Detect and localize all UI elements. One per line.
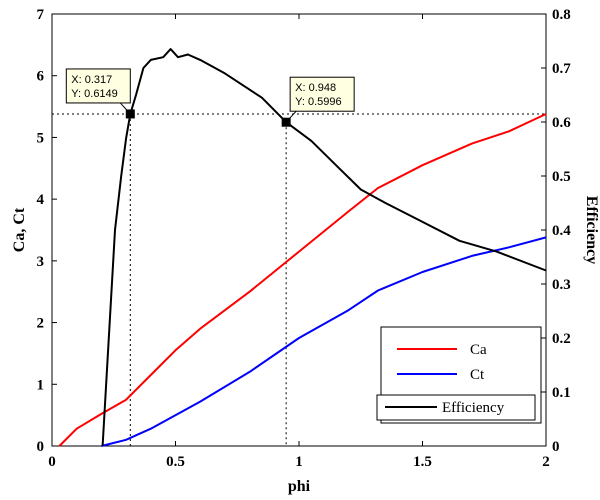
y-right-tick-label-8: 0.8: [552, 7, 571, 23]
legend-label-efficiency: Efficiency: [442, 400, 505, 416]
datatip-0: X: 0.317 Y: 0.6149: [65, 68, 135, 119]
y-left-tick-label-6: 6: [37, 69, 45, 85]
x-tick-label-1: 0.5: [166, 454, 185, 470]
datatip-x-label-0: X: 0.317: [71, 74, 112, 86]
y-right-tick-label-5: 0.5: [552, 169, 571, 185]
x-tick-label-0: 0: [48, 454, 56, 470]
y-right-tick-label-4: 0.4: [552, 223, 571, 239]
x-tick-label-3: 1.5: [413, 454, 432, 470]
series-line-efficiency: [101, 48, 547, 447]
series-line-ca: [58, 113, 547, 447]
y-left-tick-label-2: 2: [37, 316, 45, 332]
datatip-marker-0: [125, 109, 135, 119]
reference-lines: [52, 113, 546, 446]
datatip-marker-1: [281, 117, 291, 127]
y-left-tick-label-3: 3: [37, 254, 45, 270]
y-left-tick-label-0: 0: [37, 439, 45, 455]
datatip-y-label-1: Y: 0.5996: [295, 96, 342, 108]
datatip-x-label-1: X: 0.948: [295, 82, 336, 94]
datatip-box-0: [65, 68, 131, 104]
series-layer: [58, 48, 547, 447]
y-right-tick-label-3: 0.3: [552, 277, 571, 293]
y-axis-left-label: Ca, Ct: [11, 207, 28, 252]
legend: Ca Ct Efficiency: [376, 326, 542, 424]
y-left-tick-label-1: 1: [37, 377, 45, 393]
datatip-layer: X: 0.317 Y: 0.6149 X: 0.948 Y: 0.5996: [65, 68, 355, 127]
datatip-y-label-0: Y: 0.6149: [71, 88, 118, 100]
series-line-ct: [101, 236, 547, 447]
y-right-tick-label-2: 0.2: [552, 331, 571, 347]
legend-label-ct: Ct: [470, 367, 485, 383]
y-right-tick-label-0: 0: [552, 439, 560, 455]
x-axis-label: phi: [288, 478, 311, 495]
y-right-tick-label-7: 0.7: [552, 61, 571, 77]
y-left-tick-label-5: 5: [37, 130, 45, 146]
datatip-1: X: 0.948 Y: 0.5996: [281, 76, 355, 127]
x-tick-label-4: 2: [542, 454, 550, 470]
ticks-layer: 0 0.5 1 1.5 20123456700.10.20.30.40.50.60.70…: [37, 7, 572, 470]
y-axis-right-label: Efficiency: [583, 196, 600, 264]
legend-label-ca: Ca: [470, 342, 487, 358]
datatip-box-1: [289, 76, 355, 112]
x-tick-label-2: 1: [295, 454, 303, 470]
y-left-tick-label-7: 7: [37, 7, 45, 23]
y-right-tick-label-1: 0.1: [552, 385, 571, 401]
y-right-tick-label-6: 0.6: [552, 115, 571, 131]
y-left-tick-label-4: 4: [37, 192, 45, 208]
